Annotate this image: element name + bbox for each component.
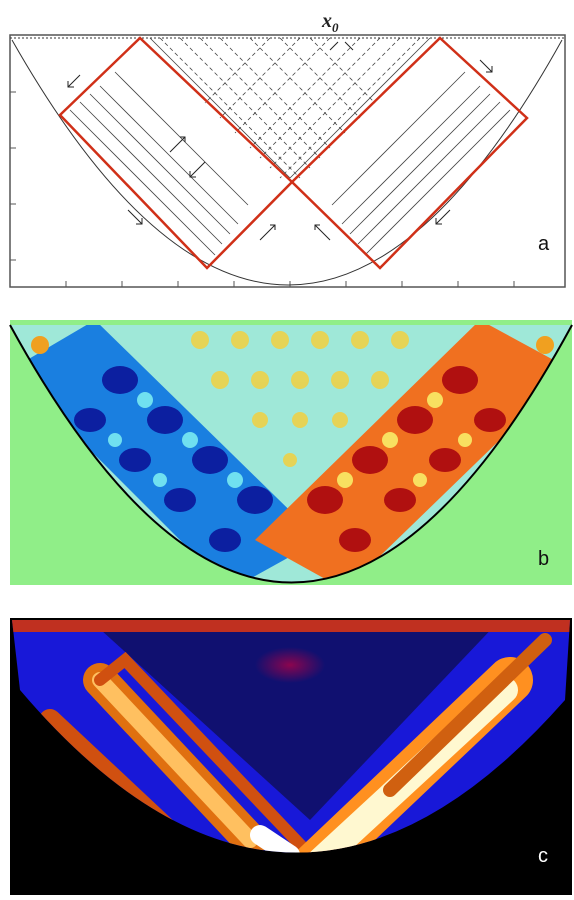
panel-label: c (538, 845, 548, 867)
figure: x0 a b (0, 0, 574, 900)
x0-label: x0 (321, 10, 339, 35)
page: {"panels": [ {"label": "a", "annotation"… (0, 0, 574, 900)
panel-label: a (538, 233, 550, 255)
panel-c: c (10, 618, 572, 895)
frame (10, 35, 565, 287)
panel-b: b (10, 320, 572, 590)
x0-subscript: 0 (332, 20, 339, 35)
x0-symbol: x (321, 10, 332, 32)
panel-label: b (538, 548, 549, 570)
panel-a: x0 a (10, 10, 565, 287)
